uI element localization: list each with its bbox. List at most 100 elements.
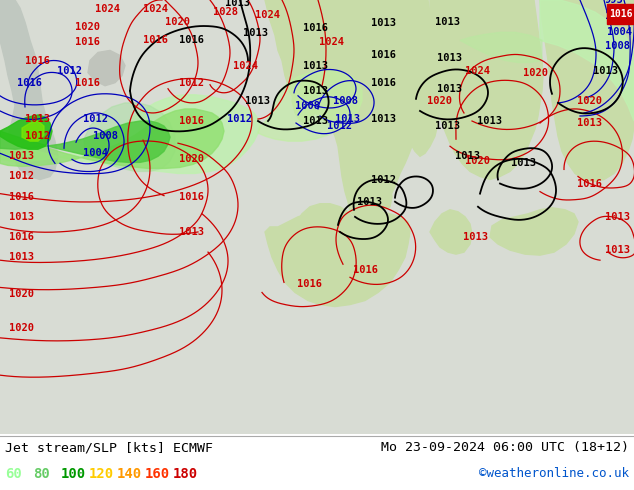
Text: 1024: 1024 <box>465 66 491 75</box>
Text: 1012: 1012 <box>228 114 252 124</box>
Text: 1008: 1008 <box>333 96 358 106</box>
Text: 1016: 1016 <box>75 78 101 88</box>
Text: 1016: 1016 <box>302 23 328 33</box>
Text: 1024: 1024 <box>256 10 280 20</box>
Polygon shape <box>0 121 170 162</box>
Text: 1000: 1000 <box>605 11 630 21</box>
Polygon shape <box>258 71 362 141</box>
Text: 1016: 1016 <box>297 279 323 290</box>
Text: 1016: 1016 <box>179 35 205 46</box>
Text: 1013: 1013 <box>510 158 536 169</box>
Text: 1013: 1013 <box>25 114 51 124</box>
Text: 1020: 1020 <box>165 17 190 27</box>
Text: 1012: 1012 <box>10 172 34 181</box>
Text: 1013: 1013 <box>605 212 630 222</box>
Polygon shape <box>368 161 392 210</box>
Text: 1016: 1016 <box>25 55 51 66</box>
Polygon shape <box>0 95 260 173</box>
Text: 1013: 1013 <box>593 66 619 75</box>
Text: 1024: 1024 <box>233 61 257 71</box>
Polygon shape <box>0 109 224 169</box>
Text: 1013: 1013 <box>358 196 382 207</box>
Text: 1020: 1020 <box>10 323 34 333</box>
Polygon shape <box>84 103 175 172</box>
Text: 1020: 1020 <box>427 96 453 106</box>
Text: 120: 120 <box>89 467 114 481</box>
Text: 1008: 1008 <box>605 41 630 51</box>
Text: 1024: 1024 <box>320 37 344 48</box>
Text: 1013: 1013 <box>477 116 503 126</box>
Text: 995: 995 <box>605 0 623 5</box>
Text: 1012: 1012 <box>58 66 82 75</box>
Polygon shape <box>265 0 433 227</box>
Text: 1013: 1013 <box>302 116 328 126</box>
Text: 1012: 1012 <box>328 121 353 131</box>
Text: 1013: 1013 <box>10 252 34 262</box>
Text: 1013: 1013 <box>372 18 396 28</box>
Text: 1008: 1008 <box>93 131 117 141</box>
FancyBboxPatch shape <box>607 4 634 24</box>
Text: 1013: 1013 <box>578 118 602 128</box>
Text: 160: 160 <box>145 467 170 481</box>
Text: 1013: 1013 <box>245 96 271 106</box>
Text: 140: 140 <box>117 467 142 481</box>
Text: 1013: 1013 <box>436 121 460 131</box>
Text: 1013: 1013 <box>455 151 481 161</box>
Polygon shape <box>88 50 125 86</box>
Text: 1024: 1024 <box>96 4 120 14</box>
Text: 1013: 1013 <box>242 28 268 38</box>
Text: 1020: 1020 <box>465 156 491 167</box>
Polygon shape <box>385 0 442 156</box>
Text: ©weatheronline.co.uk: ©weatheronline.co.uk <box>479 467 629 480</box>
Text: 1020: 1020 <box>75 22 101 32</box>
Text: 1013: 1013 <box>10 151 34 161</box>
Text: 1013: 1013 <box>437 53 462 64</box>
Text: 1028: 1028 <box>212 7 238 17</box>
Polygon shape <box>540 0 634 181</box>
Text: Jet stream/SLP [kts] ECMWF: Jet stream/SLP [kts] ECMWF <box>5 441 213 454</box>
Text: 1016: 1016 <box>372 78 396 88</box>
Polygon shape <box>430 0 543 179</box>
Text: 1004: 1004 <box>82 148 108 158</box>
Text: 1013: 1013 <box>10 212 34 222</box>
Text: 1016: 1016 <box>578 178 602 189</box>
Text: 1024: 1024 <box>143 4 167 14</box>
Polygon shape <box>288 204 358 274</box>
Text: 1013: 1013 <box>437 84 462 94</box>
Polygon shape <box>460 32 542 63</box>
Text: 1016: 1016 <box>18 78 42 88</box>
Text: 1012: 1012 <box>179 78 205 88</box>
Text: 1013: 1013 <box>605 245 630 255</box>
Polygon shape <box>0 0 58 179</box>
Text: 1004: 1004 <box>607 27 633 37</box>
Text: 1016: 1016 <box>609 9 633 19</box>
Polygon shape <box>490 208 578 255</box>
Text: 1012: 1012 <box>25 131 51 141</box>
Text: 1013: 1013 <box>462 232 488 242</box>
Text: 1020: 1020 <box>179 154 205 164</box>
Text: 1016: 1016 <box>143 35 167 46</box>
Text: 180: 180 <box>173 467 198 481</box>
Polygon shape <box>0 115 52 149</box>
Text: 1012: 1012 <box>82 114 108 124</box>
Text: 1012: 1012 <box>372 174 396 185</box>
Text: 1013: 1013 <box>226 0 250 8</box>
Text: 1016: 1016 <box>179 116 205 126</box>
Polygon shape <box>430 210 472 254</box>
Polygon shape <box>288 81 298 101</box>
Text: 1013: 1013 <box>179 227 205 237</box>
Text: 1013: 1013 <box>335 114 361 124</box>
Polygon shape <box>22 121 44 141</box>
Polygon shape <box>265 212 410 307</box>
Text: 1013: 1013 <box>302 86 328 96</box>
Text: 1016: 1016 <box>75 37 101 48</box>
Text: 1016: 1016 <box>10 192 34 202</box>
Polygon shape <box>292 75 320 123</box>
Polygon shape <box>540 0 634 121</box>
Text: 1016: 1016 <box>353 265 377 275</box>
Text: 80: 80 <box>33 467 49 481</box>
Text: Mo 23-09-2024 06:00 UTC (18+12): Mo 23-09-2024 06:00 UTC (18+12) <box>381 441 629 454</box>
Text: 100: 100 <box>61 467 86 481</box>
Text: 60: 60 <box>5 467 22 481</box>
Text: 1016: 1016 <box>179 192 205 202</box>
